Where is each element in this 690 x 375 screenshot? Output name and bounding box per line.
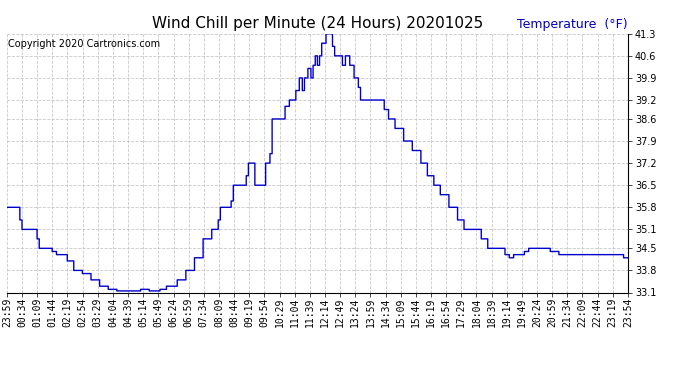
Text: Temperature  (°F): Temperature (°F) [518, 18, 628, 31]
Text: Copyright 2020 Cartronics.com: Copyright 2020 Cartronics.com [8, 39, 160, 49]
Title: Wind Chill per Minute (24 Hours) 20201025: Wind Chill per Minute (24 Hours) 2020102… [152, 16, 483, 31]
